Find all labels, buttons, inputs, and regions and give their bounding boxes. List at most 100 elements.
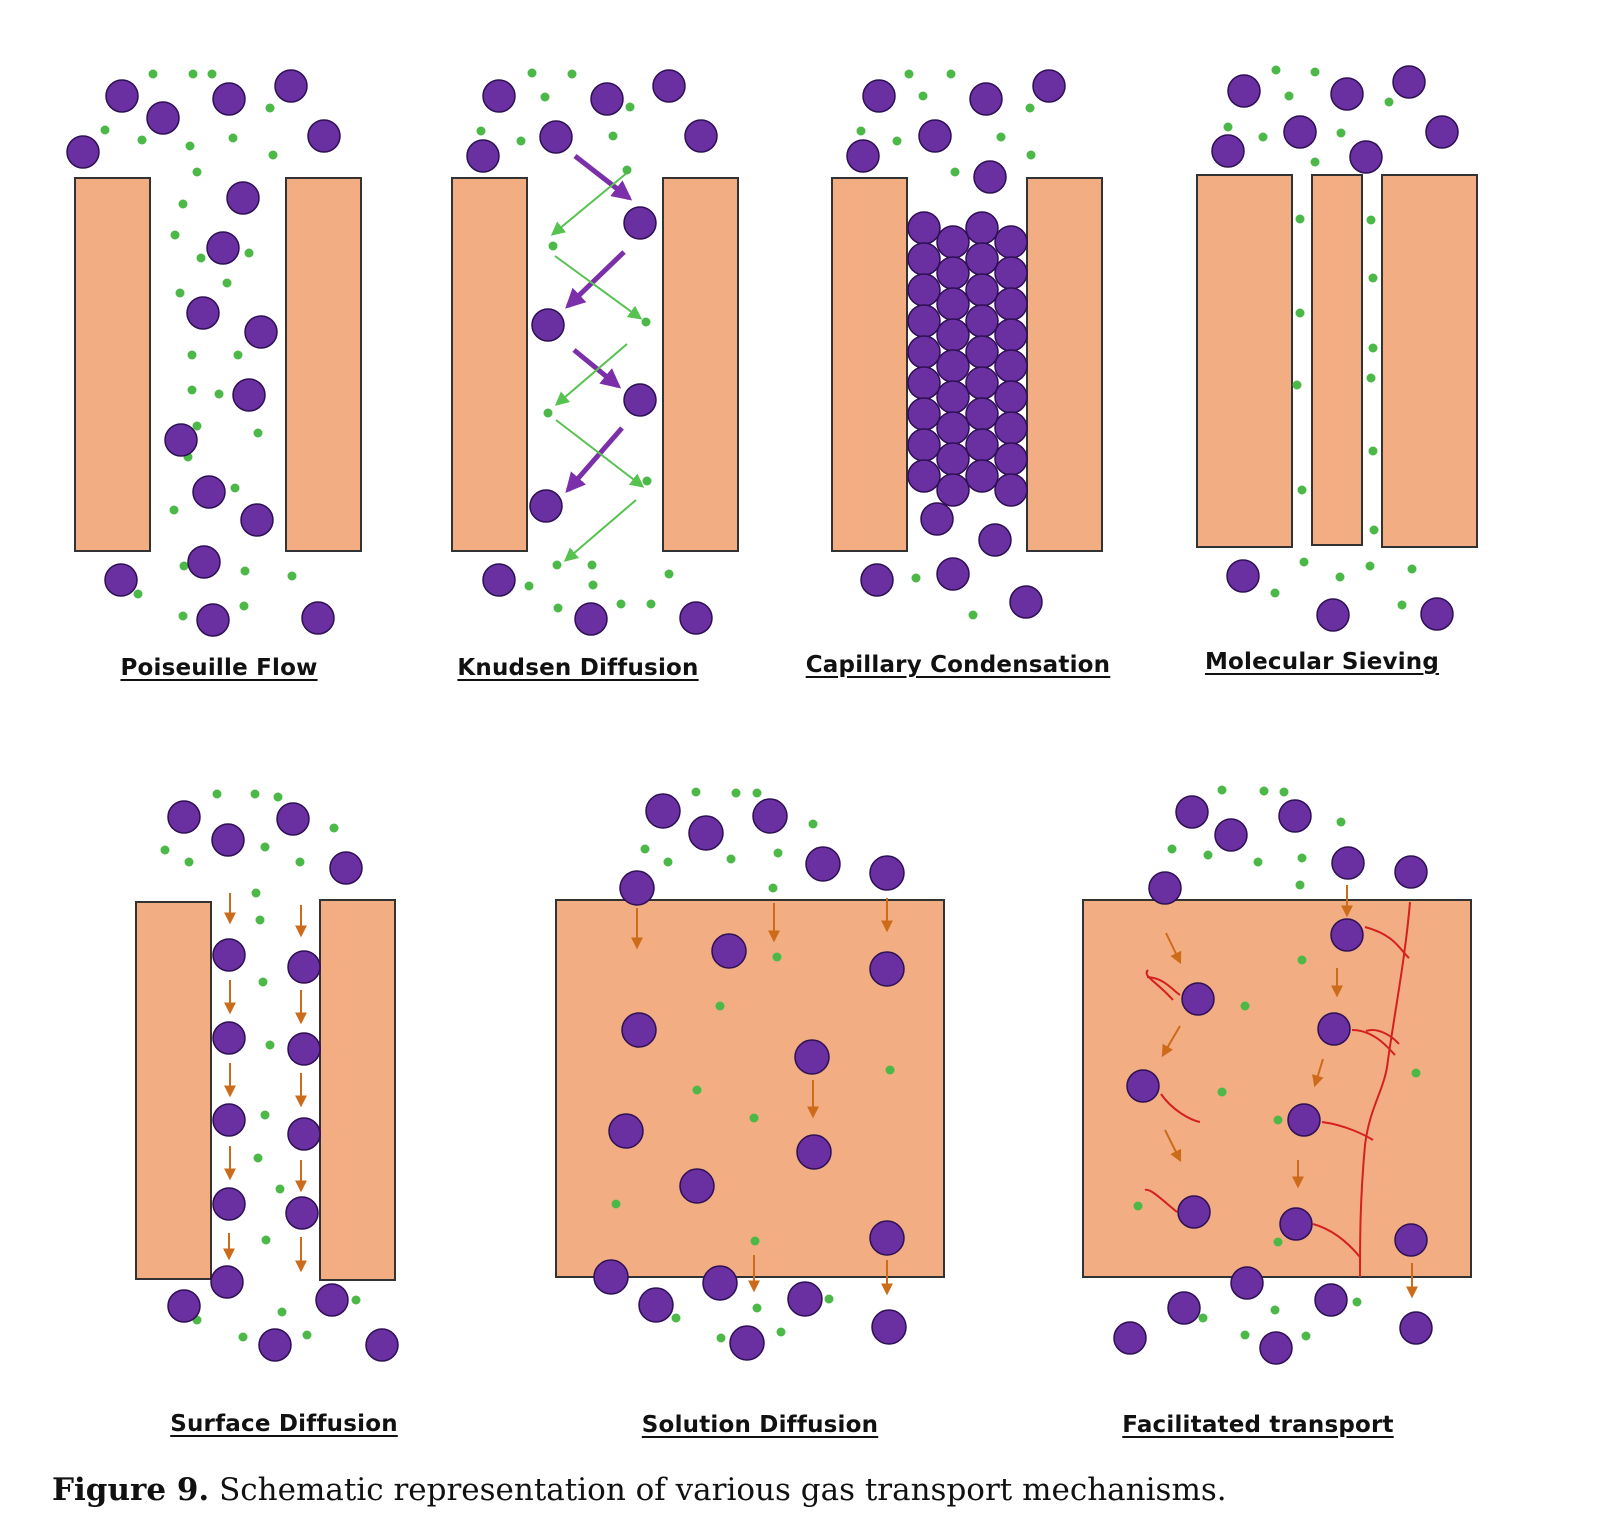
capillary-large-molecule	[994, 473, 1028, 507]
facilitated-carrier-line	[1351, 1029, 1396, 1056]
facilitated-large-molecule	[1330, 918, 1364, 952]
capillary-large-molecule	[907, 273, 941, 307]
solution-small-molecule	[749, 1113, 759, 1123]
solution-large-molecule	[794, 1039, 830, 1075]
sieving-small-molecule	[1368, 273, 1378, 283]
label-poiseuille-flow: Poiseuille Flow	[120, 655, 318, 681]
sieving-small-molecule	[1335, 572, 1345, 582]
capillary-large-molecule	[994, 411, 1028, 445]
knudsen-small-molecule	[664, 569, 674, 579]
capillary-large-molecule	[1009, 585, 1043, 619]
capillary-large-molecule	[973, 160, 1007, 194]
capillary-small-molecule	[892, 136, 902, 146]
facilitated-large-molecule	[1317, 1012, 1351, 1046]
solution-small-molecule	[885, 1065, 895, 1075]
solution-small-molecule	[726, 854, 736, 864]
solution-large-molecule	[638, 1287, 674, 1323]
facilitated-large-molecule	[1148, 871, 1182, 905]
sieving-large-molecule	[1316, 598, 1350, 632]
sieving-large-molecule	[1211, 134, 1245, 168]
poiseuille-small-molecule	[178, 611, 188, 621]
knudsen-small-molecule	[476, 126, 486, 136]
poiseuille-large-molecule	[66, 135, 100, 169]
capillary-small-molecule	[1025, 103, 1035, 113]
poiseuille-large-molecule	[164, 423, 198, 457]
surface-small-molecule	[258, 977, 268, 987]
surface-small-molecule	[260, 1110, 270, 1120]
sieving-small-molecule	[1223, 122, 1233, 132]
sieving-small-molecule	[1271, 65, 1281, 75]
capillary-large-molecule	[965, 211, 999, 245]
poiseuille-small-molecule	[188, 69, 198, 79]
capillary-small-molecule	[968, 610, 978, 620]
surface-large-molecule	[315, 1283, 349, 1317]
sieving-large-molecule	[1420, 597, 1454, 631]
facilitated-large-molecule	[1181, 982, 1215, 1016]
surface-small-molecule	[255, 915, 265, 925]
knudsen-small-molecule	[587, 560, 597, 570]
capillary-small-molecule	[950, 167, 960, 177]
facilitated-large-molecule	[1259, 1331, 1293, 1365]
capillary-large-molecule	[918, 119, 952, 153]
facilitated-small-molecule	[1301, 1331, 1311, 1341]
solution-large-molecule	[711, 933, 747, 969]
facilitated-small-molecule	[1217, 1087, 1227, 1097]
surface-small-molecule	[277, 1307, 287, 1317]
capillary-large-molecule	[994, 225, 1028, 259]
facilitated-carrier-line	[1145, 969, 1174, 1001]
knudsen-small-molecule	[622, 165, 632, 175]
capillary-large-molecule	[994, 442, 1028, 476]
solution-small-molecule	[640, 844, 650, 854]
sieving-small-molecule	[1384, 97, 1394, 107]
sieving-small-molecule	[1366, 215, 1376, 225]
surface-large-molecule	[258, 1328, 292, 1362]
knudsen-large-molecule	[531, 308, 565, 342]
knudsen-large-molecule	[482, 79, 516, 113]
knudsen-large-molecule	[679, 601, 713, 635]
sieving-large-molecule	[1349, 140, 1383, 174]
knudsen-flux-arrow	[563, 499, 637, 562]
knudsen-small-molecule	[641, 317, 651, 327]
solution-large-molecule	[688, 815, 724, 851]
capillary-large-molecule	[936, 473, 970, 507]
knudsen-small-molecule	[543, 408, 553, 418]
knudsen-large-molecule	[482, 563, 516, 597]
surface-small-molecule	[260, 842, 270, 852]
facilitated-small-molecule	[1203, 850, 1213, 860]
knudsen-large-molecule	[574, 602, 608, 636]
facilitated-small-molecule	[1253, 857, 1263, 867]
poiseuille-small-molecule	[169, 505, 179, 515]
sieving-small-molecule	[1270, 588, 1280, 598]
knudsen-large-molecule	[652, 69, 686, 103]
solution-large-molecule	[608, 1113, 644, 1149]
poiseuille-small-molecule	[185, 141, 195, 151]
poiseuille-small-molecule	[287, 571, 297, 581]
capillary-small-molecule	[904, 69, 914, 79]
facilitated-flux-arrow	[1165, 932, 1182, 965]
poiseuille-small-molecule	[265, 103, 275, 113]
capillary-large-molecule	[965, 366, 999, 400]
label-knudsen-diffusion: Knudsen Diffusion	[457, 655, 699, 681]
capillary-small-molecule	[996, 132, 1006, 142]
poiseuille-large-molecule	[301, 601, 335, 635]
sieving-small-molecule	[1366, 373, 1376, 383]
knudsen-large-molecule	[684, 119, 718, 153]
solution-large-molecule	[645, 793, 681, 829]
capillary-small-molecule	[946, 69, 956, 79]
surface-small-molecule	[329, 823, 339, 833]
capillary-large-molecule	[936, 442, 970, 476]
capillary-large-molecule	[969, 82, 1003, 116]
facilitated-large-molecule	[1278, 799, 1312, 833]
facilitated-large-molecule	[1287, 1103, 1321, 1137]
surface-small-molecule	[238, 1332, 248, 1342]
caption-text: Schematic representation of various gas …	[209, 1472, 1227, 1508]
sieving-small-molecule	[1369, 525, 1379, 535]
sieving-small-molecule	[1407, 564, 1417, 574]
surface-large-molecule	[276, 802, 310, 836]
knudsen-small-molecule	[548, 241, 558, 251]
facilitated-small-molecule	[1352, 1297, 1362, 1307]
sieving-small-molecule	[1365, 561, 1375, 571]
solution-small-molecule	[824, 1294, 834, 1304]
poiseuille-small-molecule	[175, 288, 185, 298]
